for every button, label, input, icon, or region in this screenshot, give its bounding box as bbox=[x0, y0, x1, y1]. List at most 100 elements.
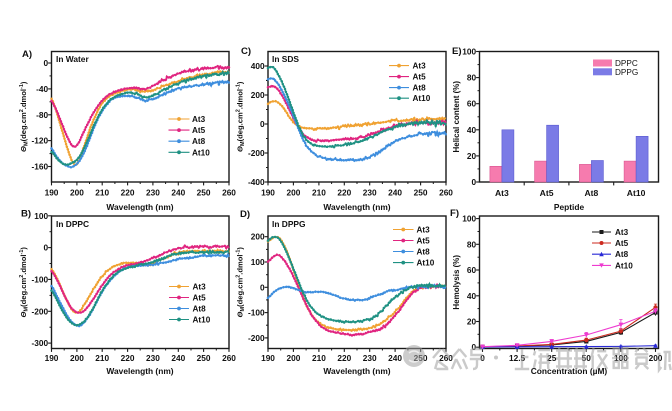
svg-text:Peptide: Peptide bbox=[554, 202, 585, 212]
svg-text:At3: At3 bbox=[413, 62, 427, 71]
svg-text:-100: -100 bbox=[31, 274, 48, 284]
svg-text:Concentration (µM): Concentration (µM) bbox=[531, 366, 608, 376]
svg-text:220: 220 bbox=[121, 188, 135, 198]
svg-text:At8: At8 bbox=[615, 250, 629, 259]
svg-text:ΘM(deg.cm2.dmol-1): ΘM(deg.cm2.dmol-1) bbox=[19, 247, 30, 318]
svg-text:100: 100 bbox=[251, 257, 265, 267]
svg-text:-120: -120 bbox=[31, 136, 48, 146]
svg-text:25: 25 bbox=[547, 353, 557, 363]
svg-text:0: 0 bbox=[471, 342, 476, 352]
svg-text:190: 190 bbox=[261, 353, 275, 363]
svg-text:At10: At10 bbox=[193, 316, 211, 325]
svg-text:200: 200 bbox=[251, 232, 265, 242]
svg-text:At3: At3 bbox=[192, 115, 206, 124]
svg-text:At10: At10 bbox=[192, 148, 210, 157]
svg-text:220: 220 bbox=[337, 188, 351, 198]
svg-text:At8: At8 bbox=[413, 84, 427, 93]
svg-text:At8: At8 bbox=[192, 137, 206, 146]
svg-text:E): E) bbox=[452, 46, 462, 57]
svg-text:220: 220 bbox=[121, 353, 135, 363]
svg-text:At8: At8 bbox=[584, 188, 598, 198]
svg-text:240: 240 bbox=[171, 188, 185, 198]
svg-text:210: 210 bbox=[312, 188, 326, 198]
svg-text:250: 250 bbox=[414, 188, 428, 198]
svg-text:0: 0 bbox=[260, 119, 265, 129]
svg-text:100: 100 bbox=[462, 47, 476, 57]
svg-text:400: 400 bbox=[251, 61, 265, 71]
svg-text:200: 200 bbox=[286, 353, 300, 363]
svg-text:-160: -160 bbox=[31, 162, 48, 172]
svg-text:-100: -100 bbox=[248, 308, 265, 318]
svg-text:Wavelength (nm): Wavelength (nm) bbox=[323, 202, 390, 212]
svg-text:0: 0 bbox=[43, 243, 48, 253]
svg-text:210: 210 bbox=[95, 353, 109, 363]
svg-text:At5: At5 bbox=[413, 73, 427, 82]
svg-text:100: 100 bbox=[34, 211, 48, 221]
svg-text:-40: -40 bbox=[36, 84, 48, 94]
svg-text:230: 230 bbox=[363, 353, 377, 363]
svg-text:230: 230 bbox=[146, 188, 160, 198]
svg-text:0: 0 bbox=[260, 282, 265, 292]
svg-text:ΘM(deg.cm2.dmol-1): ΘM(deg.cm2.dmol-1) bbox=[19, 81, 30, 152]
svg-text:ΘM(deg.cm2.dmol-1): ΘM(deg.cm2.dmol-1) bbox=[236, 81, 247, 152]
svg-text:At5: At5 bbox=[540, 188, 554, 198]
svg-text:200: 200 bbox=[70, 353, 84, 363]
svg-text:At10: At10 bbox=[417, 259, 435, 268]
svg-text:ΘM(deg.cm2.dmol-1): ΘM(deg.cm2.dmol-1) bbox=[236, 247, 247, 318]
svg-text:Wavelength (nm): Wavelength (nm) bbox=[106, 202, 173, 212]
svg-text:80: 80 bbox=[467, 239, 477, 249]
svg-text:190: 190 bbox=[45, 353, 59, 363]
svg-text:A): A) bbox=[22, 49, 32, 60]
svg-text:-200: -200 bbox=[31, 306, 48, 316]
svg-text:0: 0 bbox=[43, 58, 48, 68]
svg-text:At10: At10 bbox=[615, 261, 633, 270]
svg-text:-300: -300 bbox=[31, 338, 48, 348]
svg-text:20: 20 bbox=[467, 317, 477, 327]
svg-text:200: 200 bbox=[251, 90, 265, 100]
svg-text:230: 230 bbox=[363, 188, 377, 198]
svg-text:In Water: In Water bbox=[56, 54, 89, 64]
svg-text:240: 240 bbox=[388, 188, 402, 198]
svg-text:C): C) bbox=[241, 46, 251, 57]
svg-text:At5: At5 bbox=[417, 237, 431, 246]
svg-text:200: 200 bbox=[286, 188, 300, 198]
svg-text:260: 260 bbox=[439, 188, 453, 198]
svg-text:220: 220 bbox=[337, 353, 351, 363]
svg-text:40: 40 bbox=[467, 125, 477, 135]
svg-text:At5: At5 bbox=[615, 239, 629, 248]
svg-text:240: 240 bbox=[388, 353, 402, 363]
svg-text:At3: At3 bbox=[495, 188, 509, 198]
svg-text:190: 190 bbox=[261, 188, 275, 198]
svg-text:At10: At10 bbox=[627, 188, 646, 198]
svg-text:0: 0 bbox=[471, 177, 476, 187]
svg-text:At3: At3 bbox=[615, 228, 629, 237]
svg-text:-200: -200 bbox=[248, 148, 265, 158]
svg-text:-80: -80 bbox=[36, 110, 48, 120]
svg-text:In DPPG: In DPPG bbox=[272, 219, 306, 229]
svg-text:Wavelength (nm): Wavelength (nm) bbox=[106, 366, 173, 376]
svg-text:210: 210 bbox=[95, 188, 109, 198]
svg-text:Hemolysis (%): Hemolysis (%) bbox=[452, 255, 461, 310]
svg-text:At8: At8 bbox=[193, 305, 207, 314]
svg-text:40: 40 bbox=[467, 291, 477, 301]
svg-text:B): B) bbox=[21, 209, 31, 220]
svg-text:DPPC: DPPC bbox=[615, 59, 638, 68]
svg-text:Wavelength (nm): Wavelength (nm) bbox=[323, 366, 390, 376]
svg-text:200: 200 bbox=[649, 353, 663, 363]
svg-text:Helical content (%): Helical content (%) bbox=[452, 81, 461, 153]
svg-text:80: 80 bbox=[467, 73, 477, 83]
svg-text:12.5: 12.5 bbox=[509, 353, 526, 363]
svg-text:At10: At10 bbox=[413, 94, 431, 103]
svg-text:At8: At8 bbox=[417, 248, 431, 257]
svg-text:D): D) bbox=[240, 209, 250, 220]
svg-text:At5: At5 bbox=[192, 126, 206, 135]
svg-text:100: 100 bbox=[462, 214, 476, 224]
svg-text:F): F) bbox=[450, 208, 459, 219]
svg-text:260: 260 bbox=[222, 188, 236, 198]
svg-text:At3: At3 bbox=[417, 226, 431, 235]
svg-text:250: 250 bbox=[197, 353, 211, 363]
svg-text:At3: At3 bbox=[193, 283, 207, 292]
svg-text:-200: -200 bbox=[248, 333, 265, 343]
svg-text:60: 60 bbox=[467, 99, 477, 109]
svg-text:260: 260 bbox=[222, 353, 236, 363]
